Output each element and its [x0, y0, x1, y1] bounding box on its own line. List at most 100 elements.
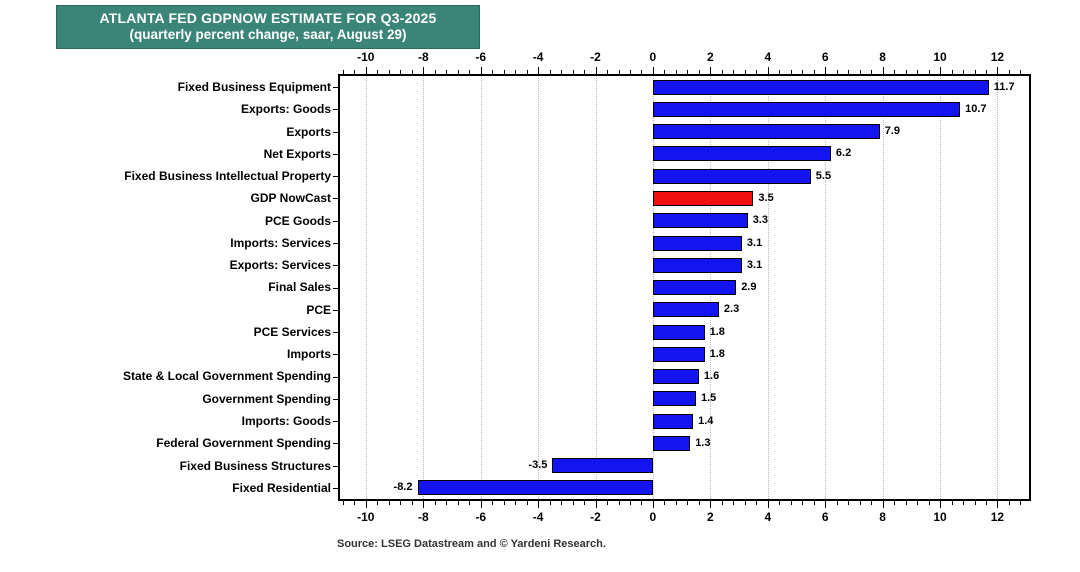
gridline-10 [940, 76, 941, 499]
bar-exports-goods [652, 101, 961, 117]
x-axis-label-0: 0 [649, 510, 657, 524]
major-tick [652, 501, 654, 508]
x-axis-label-0: 0 [649, 50, 657, 64]
category-label-pce: PCE [306, 302, 331, 317]
minor-tick [342, 70, 344, 74]
category-tick [333, 421, 338, 423]
x-axis-label--8: -8 [417, 50, 429, 64]
chart-title-box: ATLANTA FED GDPNOW ESTIMATE FOR Q3-2025 … [56, 5, 480, 49]
value-label-federal-government-spending: 1.3 [695, 436, 711, 449]
value-label-pce-services: 1.8 [709, 325, 725, 338]
minor-tick [698, 501, 700, 505]
major-tick [940, 501, 941, 508]
minor-tick [630, 501, 631, 505]
gridline--8 [423, 76, 425, 499]
minor-tick [779, 70, 781, 74]
major-tick [365, 501, 367, 508]
category-tick [333, 87, 338, 89]
minor-tick [664, 70, 666, 74]
gridline-8 [882, 76, 884, 499]
category-label-fixed-residential: Fixed Residential [232, 480, 331, 495]
x-axis-label-8: 8 [879, 50, 886, 64]
category-label-imports: Imports [286, 347, 331, 362]
minor-tick [492, 501, 494, 505]
minor-tick [894, 501, 896, 505]
x-axis-label-2: 2 [706, 50, 714, 64]
minor-tick [859, 70, 861, 74]
category-label-net-exports: Net Exports [263, 146, 331, 161]
minor-tick [721, 70, 723, 74]
minor-tick [974, 70, 976, 74]
category-label-fixed-business-structures: Fixed Business Structures [179, 458, 331, 473]
major-tick [997, 67, 999, 74]
minor-tick [859, 501, 861, 505]
minor-tick [342, 501, 344, 505]
minor-tick [388, 70, 390, 74]
x-axis-label-6: 6 [821, 50, 829, 64]
category-label-government-spending: Government Spending [202, 391, 331, 406]
major-tick [423, 501, 425, 508]
major-tick [595, 67, 597, 74]
minor-tick [733, 501, 735, 505]
bar-fixed-business-equipment [652, 79, 989, 95]
category-label-gdp-nowcast: GDP NowCast [250, 191, 331, 206]
bar-final-sales [652, 280, 737, 295]
x-axis-label--2: -2 [590, 50, 601, 64]
minor-tick [584, 501, 585, 505]
major-tick [480, 501, 482, 508]
x-axis-label-2: 2 [706, 510, 714, 524]
x-axis-label--6: -6 [475, 50, 487, 64]
category-tick [333, 265, 338, 267]
category-label-fixed-business-intellectual-property: Fixed Business Intellectual Property [124, 169, 331, 184]
minor-tick [744, 501, 746, 505]
value-label-fixed-business-structures: -3.5 [528, 459, 548, 472]
chart-title: ATLANTA FED GDPNOW ESTIMATE FOR Q3-2025 [99, 10, 437, 26]
category-tick [333, 332, 338, 333]
x-axis-ticks-bottom [338, 501, 1031, 509]
x-axis-label--4: -4 [532, 510, 544, 524]
bar-imports-services [652, 235, 742, 251]
value-label-final-sales: 2.9 [741, 281, 757, 293]
minor-tick [985, 501, 987, 505]
x-axis-labels-bottom: -10 -8 -6 -4 -2 0 2 4 6 8 10 12 [338, 510, 1031, 525]
major-tick [652, 67, 654, 74]
category-tick [333, 153, 338, 155]
category-tick [333, 309, 338, 311]
minor-tick [469, 70, 471, 74]
minor-tick [905, 70, 907, 74]
major-tick [365, 67, 367, 74]
category-label-federal-government-spending: Federal Government Spending [156, 436, 331, 451]
category-tick [333, 220, 338, 222]
x-axis-label--2: -2 [590, 510, 601, 524]
x-axis-labels-top: -10 -8 -6 -4 -2 0 2 4 6 8 10 12 [338, 50, 1031, 65]
x-axis-label-10: 10 [933, 50, 947, 64]
minor-tick [802, 70, 804, 74]
major-tick [825, 501, 827, 508]
bar-federal-government-spending [652, 435, 691, 451]
value-label-fixed-business-equipment: 11.7 [993, 80, 1015, 93]
minor-tick [607, 501, 608, 505]
major-tick [595, 501, 597, 508]
minor-tick [446, 501, 448, 505]
minor-tick [790, 501, 792, 505]
minor-tick [572, 501, 574, 505]
bar-net-exports [652, 146, 831, 162]
category-label-imports-services: Imports: Services [230, 235, 331, 250]
x-axis-label-8: 8 [879, 510, 886, 524]
category-label-pce-services: PCE Services [253, 324, 331, 339]
major-tick [825, 67, 827, 74]
minor-tick [848, 501, 850, 505]
value-label-gdp-nowcast: 3.5 [758, 191, 774, 204]
value-label-pce: 2.3 [723, 303, 740, 316]
minor-tick [951, 70, 953, 74]
plot-area: 11.7 10.7 7.9 6.2 5.5 3.5 3.3 3.1 3.1 2.9 2.3 1.8 1.… [338, 74, 1031, 501]
minor-tick [377, 70, 379, 74]
minor-tick [561, 70, 563, 74]
category-tick [333, 398, 338, 400]
bar-imports [652, 346, 705, 362]
x-axis-label-12: 12 [990, 510, 1005, 524]
category-axis: Fixed Business Equipment Exports: Goods Ex… [0, 76, 331, 499]
major-tick [710, 67, 712, 74]
minor-tick [457, 70, 459, 74]
value-label-fixed-residential: -8.2 [393, 481, 413, 494]
